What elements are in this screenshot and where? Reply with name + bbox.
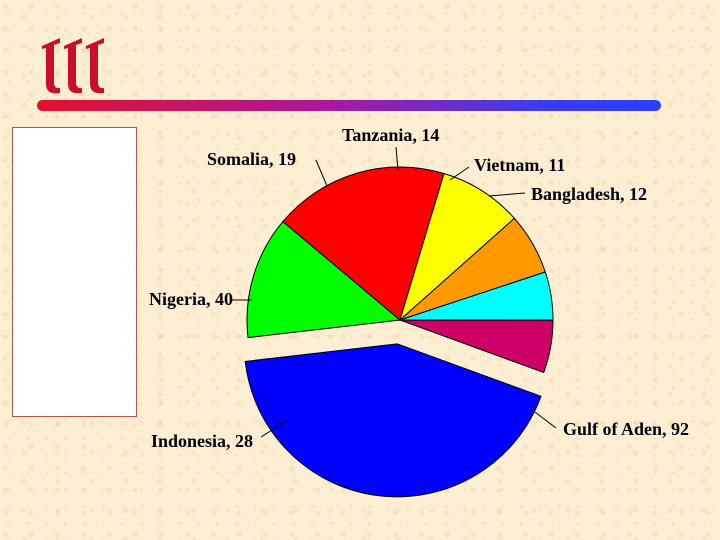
- data-label-tanzania: Tanzania, 14: [342, 125, 439, 145]
- data-label-nigeria: Nigeria, 40: [149, 289, 233, 309]
- data-label-vietnam: Vietnam, 11: [474, 155, 565, 175]
- leader-line-tanzania: [395, 146, 399, 171]
- data-label-indonesia: Indonesia, 28: [151, 431, 253, 451]
- pie-slice-indonesia: [246, 220, 402, 339]
- title-rule: [37, 100, 661, 111]
- pie-slice-somalia: [399, 172, 516, 322]
- leader-line-indonesia: [260, 419, 289, 438]
- side-panel: [12, 127, 137, 417]
- triple-t-logo-icon: [42, 38, 104, 94]
- data-label-bangladesh: Bangladesh, 12: [531, 184, 647, 204]
- pie-slice-bangladesh: [399, 319, 554, 374]
- data-label-somalia: Somalia, 19: [207, 149, 296, 169]
- pie-slice-gulf-of-aden: [244, 343, 542, 498]
- leader-line-bangladesh: [488, 192, 526, 197]
- leader-line-gulf-of-aden: [534, 411, 557, 429]
- pie-slice-nigeria: [282, 166, 445, 321]
- leader-line-vietnam: [449, 166, 470, 181]
- leader-line-somalia: [315, 159, 328, 187]
- data-label-gulf-of-aden: Gulf of Aden, 92: [563, 419, 689, 439]
